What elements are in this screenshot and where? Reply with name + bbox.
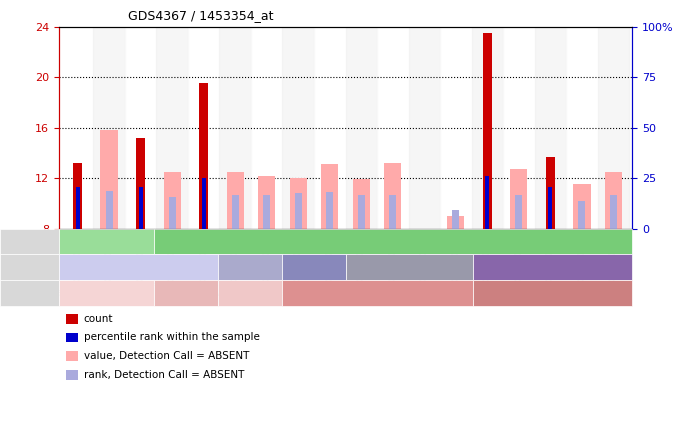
- Bar: [227, 172, 244, 229]
- Bar: [125, 27, 156, 229]
- Bar: [377, 27, 408, 229]
- Text: GDS4367 / 1453354_at: GDS4367 / 1453354_at: [128, 9, 274, 22]
- Bar: [573, 184, 591, 229]
- Bar: [106, 191, 113, 229]
- Text: normal control: normal control: [73, 289, 140, 297]
- Bar: [346, 27, 377, 229]
- Bar: [578, 201, 585, 229]
- Text: colorectal
adenocarcinoma: colorectal adenocarcinoma: [515, 283, 590, 303]
- Text: rank, Detection Call = ABSENT: rank, Detection Call = ABSENT: [84, 370, 244, 380]
- Bar: [515, 194, 522, 229]
- Bar: [326, 192, 333, 229]
- Text: week 2: week 2: [118, 262, 158, 272]
- Bar: [73, 163, 82, 229]
- Bar: [389, 194, 396, 229]
- Bar: [510, 169, 527, 229]
- Bar: [156, 27, 188, 229]
- Text: AOM/DSS: AOM/DSS: [367, 237, 419, 246]
- Bar: [62, 27, 93, 229]
- Text: week 8: week 8: [389, 262, 429, 272]
- Text: disease state: disease state: [3, 288, 73, 298]
- Bar: [283, 27, 314, 229]
- Bar: [263, 194, 270, 229]
- Text: high grade dysplasia: high grade dysplasia: [330, 289, 424, 297]
- Text: ▶: ▶: [47, 237, 53, 246]
- Bar: [598, 27, 629, 229]
- Bar: [358, 194, 365, 229]
- Bar: [566, 27, 598, 229]
- Text: count: count: [84, 314, 113, 324]
- Text: ▶: ▶: [47, 263, 53, 272]
- Bar: [610, 194, 617, 229]
- Bar: [408, 27, 440, 229]
- Bar: [251, 27, 283, 229]
- Bar: [321, 164, 339, 229]
- Bar: [220, 27, 251, 229]
- Bar: [447, 216, 464, 229]
- Bar: [258, 176, 276, 229]
- Bar: [169, 197, 176, 229]
- Bar: [535, 27, 566, 229]
- Bar: [440, 27, 471, 229]
- Bar: [188, 27, 220, 229]
- Text: percentile rank within the sample: percentile rank within the sample: [84, 333, 260, 342]
- Bar: [485, 176, 489, 229]
- Text: agent: agent: [3, 237, 34, 246]
- Bar: [605, 172, 622, 229]
- Bar: [76, 187, 79, 229]
- Bar: [483, 33, 492, 229]
- Text: ▶: ▶: [47, 289, 53, 297]
- Text: week 6: week 6: [294, 262, 334, 272]
- Bar: [295, 193, 302, 229]
- Bar: [164, 172, 181, 229]
- Bar: [471, 27, 503, 229]
- Text: week 4: week 4: [230, 262, 270, 272]
- Bar: [100, 130, 118, 229]
- Bar: [202, 178, 206, 229]
- Text: week 20: week 20: [529, 262, 576, 272]
- Bar: [93, 27, 125, 229]
- Bar: [136, 138, 145, 229]
- Text: inflamed colorectal
mucosa: inflamed colorectal mucosa: [142, 283, 230, 303]
- Bar: [352, 179, 370, 229]
- Text: low grade dysplasia: low grade dysplasia: [205, 289, 295, 297]
- Bar: [290, 178, 307, 229]
- Text: control: control: [87, 237, 126, 246]
- Bar: [453, 210, 460, 229]
- Bar: [139, 187, 142, 229]
- Text: value, Detection Call = ABSENT: value, Detection Call = ABSENT: [84, 351, 249, 361]
- Bar: [231, 194, 238, 229]
- Text: time: time: [3, 262, 27, 272]
- Bar: [199, 83, 208, 229]
- Bar: [546, 157, 555, 229]
- Bar: [503, 27, 535, 229]
- Bar: [314, 27, 346, 229]
- Bar: [549, 187, 552, 229]
- Bar: [384, 163, 401, 229]
